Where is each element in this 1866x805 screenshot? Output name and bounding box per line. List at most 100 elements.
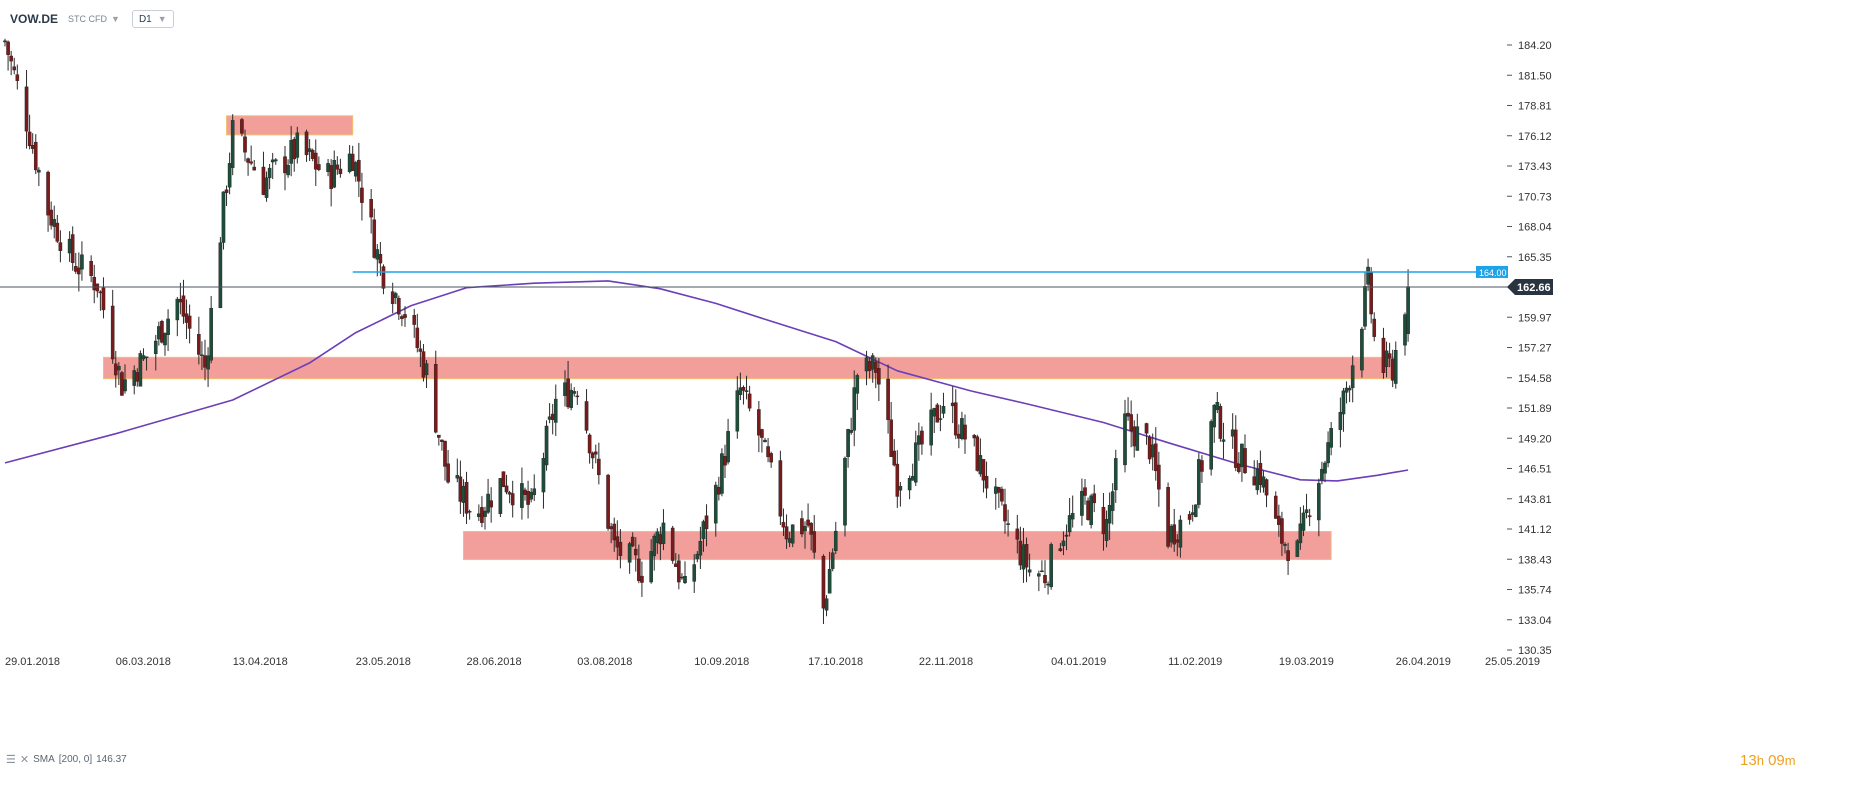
candle-body	[677, 560, 681, 583]
candle-body	[1153, 443, 1158, 472]
chevron-down-icon[interactable]: ▼	[111, 14, 120, 24]
candle-body	[1301, 512, 1306, 531]
candle-body	[1040, 570, 1044, 573]
candle-body	[870, 355, 875, 370]
candle-body	[984, 475, 989, 489]
candle-body	[1104, 518, 1109, 541]
indicator-name[interactable]: SMA	[33, 754, 55, 765]
candle-body	[695, 553, 700, 560]
instrument-type-label: STC CFD	[68, 14, 108, 24]
candle-body	[993, 486, 998, 494]
candle-body	[1329, 428, 1333, 448]
candle-body	[477, 513, 481, 517]
candle-body	[1307, 515, 1312, 518]
candle-body	[338, 168, 343, 175]
candle-body	[855, 375, 860, 394]
candle-body	[295, 132, 300, 158]
candle-body	[726, 431, 730, 463]
candle-body	[593, 451, 598, 455]
menu-icon[interactable]: ☰	[6, 754, 16, 766]
candle-body	[197, 333, 201, 355]
candle-body	[812, 531, 817, 553]
candle-body	[240, 119, 244, 134]
candle-body	[329, 165, 333, 189]
y-tick-label: 135.74	[1518, 585, 1552, 597]
candle-body	[461, 485, 466, 503]
candle-body	[58, 242, 63, 251]
candle-body	[181, 295, 186, 317]
x-tick-label: 23.05.2018	[356, 656, 411, 668]
candle-body	[584, 401, 589, 431]
candle-body	[1024, 543, 1029, 568]
candle-body	[566, 378, 570, 408]
candle-body	[529, 491, 533, 500]
candle-body	[670, 527, 675, 561]
candle-body	[1113, 458, 1118, 491]
candle-body	[504, 485, 509, 493]
candle-body	[1403, 314, 1407, 346]
candle-body	[424, 363, 429, 376]
candle-body	[230, 120, 235, 168]
candle-body	[852, 387, 857, 431]
candle-body	[46, 171, 50, 216]
interval-selector[interactable]: D1 ▼	[131, 10, 174, 28]
x-tick-label: 22.11.2018	[919, 656, 973, 668]
candle-body	[877, 368, 881, 385]
indicator-value: 146.37	[96, 754, 127, 765]
candle-body	[501, 471, 506, 487]
candle-body	[544, 425, 549, 466]
candle-body	[1320, 468, 1324, 481]
x-tick-label: 03.08.2018	[577, 656, 632, 668]
candle-body	[575, 395, 580, 398]
candle-body	[1126, 412, 1130, 417]
candle-body	[523, 489, 527, 495]
candle-body	[1264, 479, 1269, 496]
candle-body	[692, 564, 697, 582]
candle-body	[480, 507, 484, 523]
candle-countdown: 13h 09m	[1740, 752, 1796, 769]
chart-toolbar: VOW.DE STC CFD ▼ D1 ▼	[10, 9, 174, 29]
candle-body	[15, 74, 20, 81]
candle-body	[520, 483, 524, 508]
candle-body	[704, 515, 709, 530]
candle-body	[618, 541, 623, 556]
candle-body	[763, 439, 767, 443]
candle-body	[738, 387, 743, 396]
candle-body	[997, 486, 1001, 493]
candle-body	[606, 474, 610, 529]
countdown-hours-unit: h	[1756, 753, 1764, 768]
candle-body	[73, 266, 78, 272]
candle-body	[360, 187, 364, 203]
candle-body	[898, 486, 903, 491]
y-tick-label: 130.35	[1518, 645, 1552, 657]
candle-body	[590, 452, 595, 459]
candle-body	[1338, 412, 1343, 430]
candle-body	[67, 238, 72, 254]
candle-body	[747, 393, 752, 409]
candle-body	[397, 298, 401, 315]
candle-body	[960, 418, 964, 440]
candle-body	[698, 541, 703, 556]
candle-body	[917, 435, 921, 445]
candle-body	[113, 363, 118, 376]
candle-body	[843, 457, 847, 526]
candle-body	[957, 433, 961, 439]
candle-body	[781, 522, 786, 528]
candle-body	[264, 177, 269, 198]
candle-body	[655, 531, 660, 544]
candle-body	[1218, 406, 1223, 439]
candle-body	[1043, 575, 1047, 584]
candle-body	[467, 511, 472, 513]
candle-body	[563, 382, 567, 396]
candle-body	[418, 348, 423, 352]
candle-body	[49, 209, 53, 226]
symbol-selector[interactable]: VOW.DE	[10, 12, 59, 26]
candle-body	[178, 298, 183, 303]
candle-body	[200, 354, 204, 357]
candle-body	[510, 493, 515, 506]
candle-body	[27, 131, 32, 147]
candle-body	[953, 402, 958, 436]
close-icon[interactable]: ✕	[19, 754, 30, 766]
candle-body	[123, 379, 127, 392]
